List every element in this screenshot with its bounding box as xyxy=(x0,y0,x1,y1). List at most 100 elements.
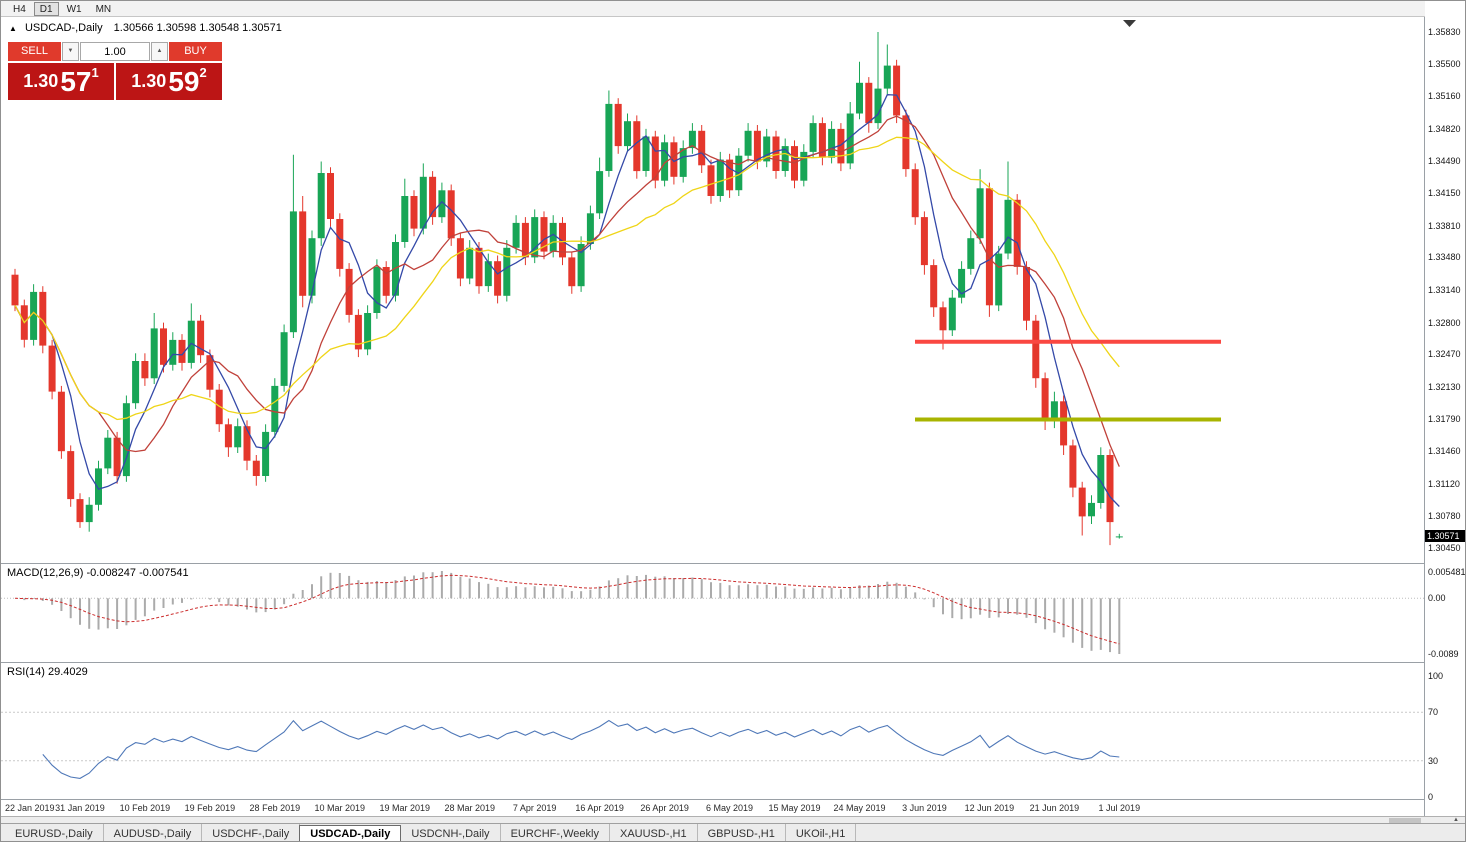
timeframe-h4[interactable]: H4 xyxy=(13,3,26,15)
chart-ohlc-values: 1.30566 1.30598 1.30548 1.30571 xyxy=(113,22,282,34)
date-label: 26 Apr 2019 xyxy=(640,803,689,813)
rsi-axis-label: 70 xyxy=(1428,707,1439,717)
panel-separator[interactable] xyxy=(1,662,1465,663)
price-axis-label: 1.31460 xyxy=(1428,446,1461,456)
tab-usdcnh-daily[interactable]: USDCNH-,Daily xyxy=(401,824,501,841)
timeframe-mn[interactable]: MN xyxy=(95,3,112,15)
sell-button[interactable]: SELL xyxy=(8,42,61,61)
date-label: 10 Mar 2019 xyxy=(314,803,366,813)
date-label: 24 May 2019 xyxy=(833,803,886,813)
macd-values: -0.008247 -0.007541 xyxy=(86,567,189,579)
tab-ukoil-h1[interactable]: UKOil-,H1 xyxy=(786,824,857,841)
rsi-value: 29.4029 xyxy=(47,666,88,678)
chart-title: ▲ USDCAD-,Daily 1.30566 1.30598 1.30548 … xyxy=(9,22,282,34)
volume-decrease-button[interactable]: ▼ xyxy=(62,42,79,61)
tab-eurchf-weekly[interactable]: EURCHF-,Weekly xyxy=(501,824,610,841)
price-axis-label: 1.35160 xyxy=(1428,91,1461,101)
date-label: 1 Jul 2019 xyxy=(1098,803,1141,813)
date-label: 3 Jun 2019 xyxy=(902,803,947,813)
price-axis-label: 1.31120 xyxy=(1428,479,1460,489)
macd-signal-line xyxy=(14,574,1120,645)
ma-20-line xyxy=(14,136,1120,421)
date-label: 19 Feb 2019 xyxy=(184,803,236,813)
date-label: 22 Jan 2019 xyxy=(5,803,55,813)
price-axis-label: 1.32800 xyxy=(1428,318,1461,328)
date-label: 7 Apr 2019 xyxy=(512,803,557,813)
volume-input[interactable] xyxy=(80,42,150,61)
price-axis-label: 1.33810 xyxy=(1428,221,1461,231)
date-label: 15 May 2019 xyxy=(768,803,821,813)
trade-panel-top-row: SELL ▼ ▲ BUY xyxy=(8,42,224,61)
date-label: 12 Jun 2019 xyxy=(964,803,1015,813)
price-axis-label: 1.31790 xyxy=(1428,414,1461,424)
timeframe-w1[interactable]: W1 xyxy=(66,3,82,15)
date-label: 19 Mar 2019 xyxy=(379,803,431,813)
scrollbar-thumb[interactable] xyxy=(1389,818,1421,823)
rsi-line xyxy=(42,719,1120,779)
macd-label: MACD(12,26,9) -0.008247 -0.007541 xyxy=(7,567,189,579)
macd-histogram xyxy=(23,571,1121,654)
panel-separator[interactable] xyxy=(1,563,1465,564)
timeframe-d1[interactable]: D1 xyxy=(33,1,59,16)
horizontal-scrollbar[interactable]: ▲ xyxy=(1,816,1465,823)
ma-10-line xyxy=(14,115,1120,467)
date-label: 16 Apr 2019 xyxy=(575,803,624,813)
timeframe-buttons: H4 D1 W1 MN xyxy=(7,1,119,16)
price-axis-label: 1.32130 xyxy=(1428,382,1461,392)
price-axis-label: 1.35500 xyxy=(1428,59,1461,69)
tab-eurusd-daily[interactable]: EURUSD-,Daily xyxy=(5,824,104,841)
macd-axis-label: 0.00 xyxy=(1428,593,1446,603)
tab-xauusd-h1[interactable]: XAUUSD-,H1 xyxy=(610,824,698,841)
price-axis-label: 1.32470 xyxy=(1428,349,1461,359)
sell-price-base: 1.30 xyxy=(23,71,59,91)
timeframe-toolbar: H4 D1 W1 MN xyxy=(1,1,1465,17)
date-label: 6 May 2019 xyxy=(706,803,754,813)
rsi-label: RSI(14) 29.4029 xyxy=(7,666,88,678)
date-axis: 22 Jan 2019 31 Jan 2019 10 Feb 2019 19 Feb … xyxy=(1,800,1424,816)
trade-panel-price-row: 1.30 57 1 1.30 59 2 xyxy=(8,63,224,100)
volume-increase-button[interactable]: ▲ xyxy=(151,42,168,61)
tab-audusd-daily[interactable]: AUDUSD-,Daily xyxy=(104,824,203,841)
price-axis-label: 1.34820 xyxy=(1428,124,1461,134)
date-label: 10 Feb 2019 xyxy=(119,803,171,813)
price-axis: 1.35830 1.35500 1.35160 1.34820 1.34490 1.341… xyxy=(1425,1,1466,816)
buy-price-base: 1.30 xyxy=(131,71,167,91)
rsi-axis-label: 100 xyxy=(1428,671,1444,681)
buy-button[interactable]: BUY xyxy=(169,42,222,61)
price-axis-label: 1.30780 xyxy=(1428,511,1461,521)
tab-usdchf-daily[interactable]: USDCHF-,Daily xyxy=(202,824,301,841)
price-axis-label: 1.30450 xyxy=(1428,543,1461,553)
current-price-tag: 1.30571 xyxy=(1425,530,1465,542)
axis-arrow-icon[interactable]: ▲ xyxy=(1453,817,1459,823)
buy-price-point: 2 xyxy=(199,65,207,80)
date-label: 28 Feb 2019 xyxy=(249,803,301,813)
macd-indicator-chart[interactable] xyxy=(1,563,1424,662)
rsi-axis-label: 0 xyxy=(1428,792,1434,802)
date-label: 28 Mar 2019 xyxy=(444,803,495,813)
buy-price-display[interactable]: 1.30 59 2 xyxy=(116,63,222,100)
rsi-axis-label: 30 xyxy=(1428,756,1439,766)
panel-separator xyxy=(1,799,1465,800)
tab-usdcad-daily[interactable]: USDCAD-,Daily xyxy=(299,825,402,841)
rsi-indicator-chart[interactable] xyxy=(1,662,1424,799)
buy-price-pips: 59 xyxy=(168,65,200,97)
tab-gbpusd-h1[interactable]: GBPUSD-,H1 xyxy=(698,824,786,841)
main-price-chart[interactable] xyxy=(1,17,1424,563)
price-axis-label: 1.35830 xyxy=(1428,27,1461,37)
date-label: 21 Jun 2019 xyxy=(1029,803,1080,813)
one-click-toggle-icon[interactable]: ▲ xyxy=(9,24,17,33)
candles xyxy=(11,32,1123,546)
price-axis-label: 1.33480 xyxy=(1428,252,1461,262)
date-label: 31 Jan 2019 xyxy=(55,803,105,813)
chart-shift-marker[interactable] xyxy=(1123,20,1136,27)
price-axis-label: 1.34150 xyxy=(1428,188,1461,198)
axis-separator xyxy=(1424,17,1425,816)
macd-axis-label: 0.005481 xyxy=(1428,567,1466,577)
ma-5-line xyxy=(14,94,1120,507)
sell-price-display[interactable]: 1.30 57 1 xyxy=(8,63,114,100)
chart-symbol-label: USDCAD-,Daily xyxy=(24,22,103,34)
macd-name: MACD(12,26,9) xyxy=(7,567,84,579)
rsi-name: RSI(14) xyxy=(7,666,45,678)
